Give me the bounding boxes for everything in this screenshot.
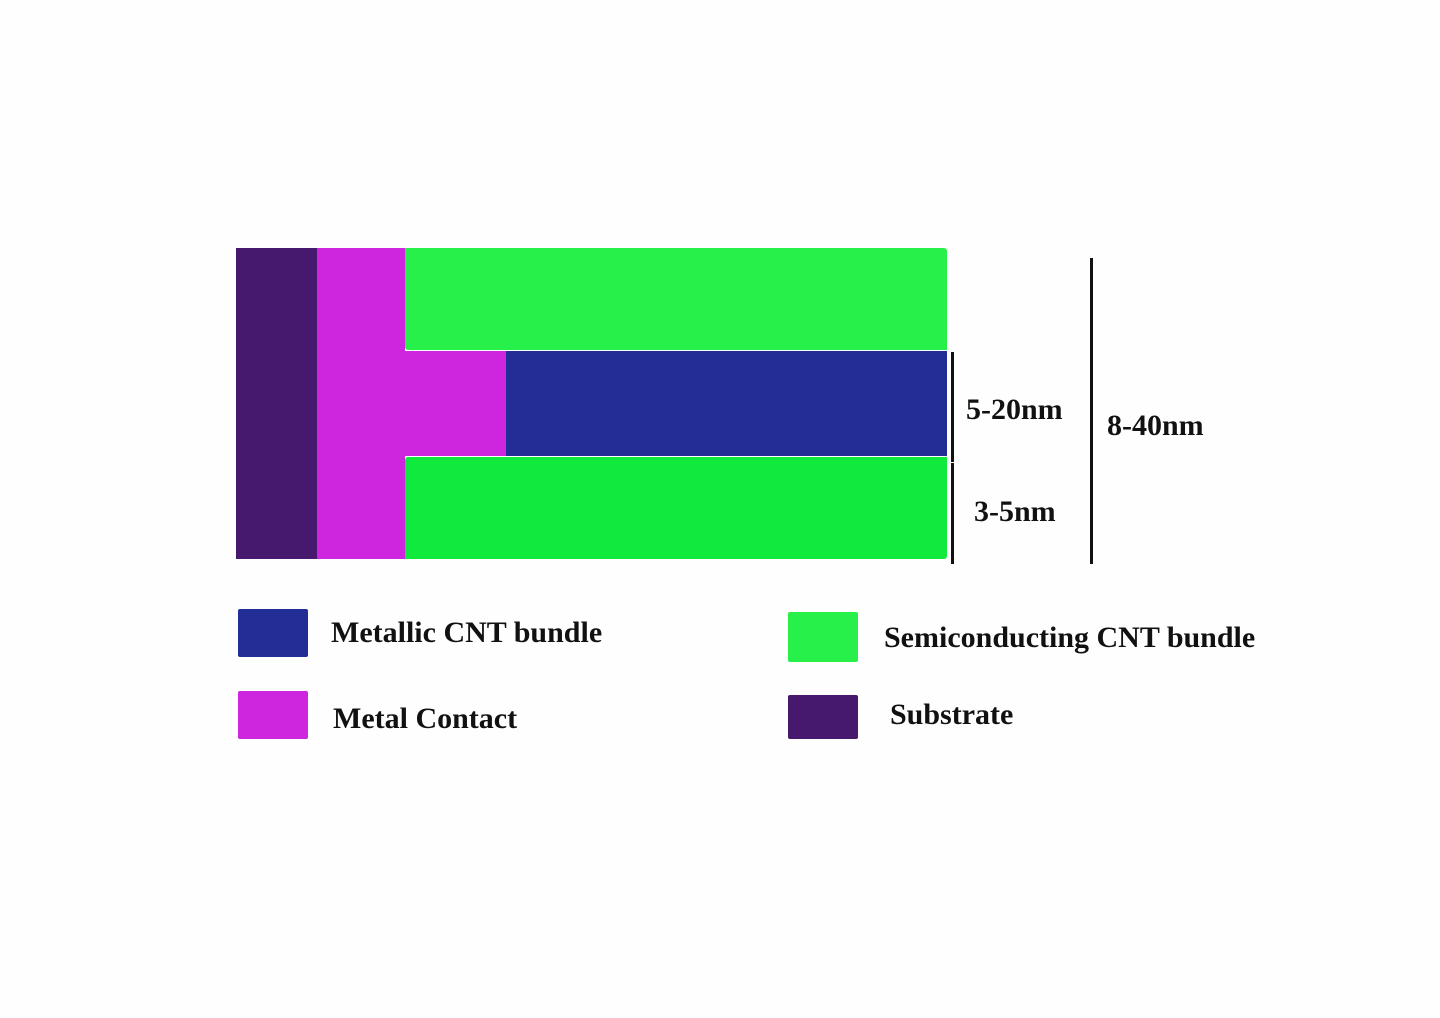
legend-label-metal-contact: Metal Contact <box>333 702 518 735</box>
metal-contact-extension <box>405 351 506 456</box>
total-dimension-line <box>1090 258 1093 564</box>
legend-label-substrate: Substrate <box>890 698 1014 731</box>
metal-contact-layer <box>317 248 405 559</box>
legend-swatch-metallic <box>238 609 308 657</box>
legend-label-semiconducting: Semiconducting CNT bundle <box>884 621 1256 654</box>
legend-swatch-substrate <box>788 695 858 739</box>
legend-swatch-semiconducting <box>788 612 858 662</box>
legend-swatch-metal-contact <box>238 691 308 739</box>
semiconducting-cnt-top <box>405 248 947 350</box>
semiconducting-cnt-bottom <box>405 457 947 559</box>
inner-width-label: 5-20nm <box>966 393 1063 426</box>
metallic-cnt-core <box>506 351 947 456</box>
inner-dimension-line <box>951 352 954 462</box>
substrate-layer <box>236 248 317 559</box>
total-width-label: 8-40nm <box>1107 409 1204 442</box>
shell-dimension-line <box>951 463 954 564</box>
legend-label-metallic: Metallic CNT bundle <box>331 616 603 649</box>
shell-thickness-label: 3-5nm <box>974 495 1056 528</box>
